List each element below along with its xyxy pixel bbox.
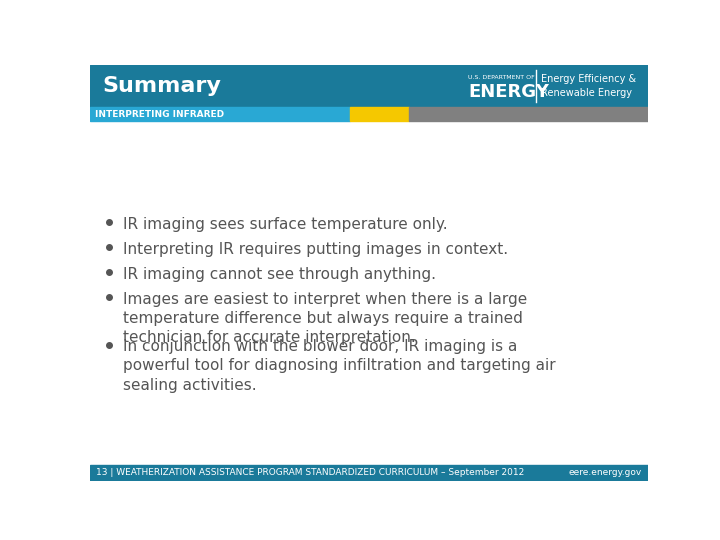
Text: Energy Efficiency &
Renewable Energy: Energy Efficiency & Renewable Energy	[541, 74, 636, 98]
Bar	[90, 65, 648, 107]
Text: eere.energy.gov: eere.energy.gov	[569, 468, 642, 477]
Text: Interpreting IR requires putting images in context.: Interpreting IR requires putting images …	[122, 242, 508, 256]
Bar	[90, 465, 648, 481]
Text: U.S. DEPARTMENT OF: U.S. DEPARTMENT OF	[468, 75, 535, 80]
Bar	[409, 107, 648, 121]
Text: INTERPRETING INFRARED: INTERPRETING INFRARED	[96, 110, 225, 119]
Bar	[90, 107, 350, 121]
Text: IR imaging cannot see through anything.: IR imaging cannot see through anything.	[122, 267, 436, 282]
Text: Images are easiest to interpret when there is a large
temperature difference but: Images are easiest to interpret when the…	[122, 292, 527, 345]
Bar	[351, 107, 408, 121]
Text: ENERGY: ENERGY	[468, 83, 549, 100]
Text: 13 | WEATHERIZATION ASSISTANCE PROGRAM STANDARDIZED CURRICULUM – September 2012: 13 | WEATHERIZATION ASSISTANCE PROGRAM S…	[96, 468, 524, 477]
Text: IR imaging sees surface temperature only.: IR imaging sees surface temperature only…	[122, 217, 447, 232]
Text: Summary: Summary	[102, 76, 221, 96]
Text: In conjunction with the blower door, IR imaging is a
powerful tool for diagnosin: In conjunction with the blower door, IR …	[122, 339, 555, 393]
